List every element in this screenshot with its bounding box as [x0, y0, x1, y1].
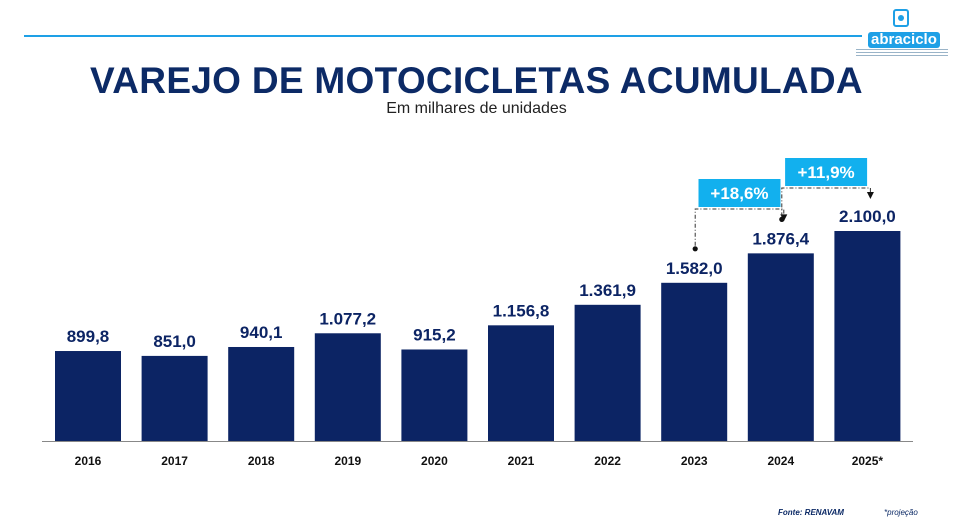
x-tick-label-2025*: 2025*	[852, 454, 884, 468]
growth-badge-label: +18,6%	[710, 184, 768, 203]
annotation-arrowhead	[866, 192, 874, 199]
logo-motorcycle-icon	[893, 9, 909, 27]
data-label-2020: 915,2	[413, 325, 456, 344]
projection-note: *projeção	[884, 508, 918, 517]
data-label-2018: 940,1	[240, 323, 283, 342]
bar-2021	[488, 325, 554, 441]
bar-2022	[574, 304, 641, 441]
bar-2024	[747, 253, 814, 441]
logo-tagline	[856, 49, 948, 59]
annotation-start-dot	[779, 216, 785, 222]
x-tick-label-2020: 2020	[421, 454, 448, 468]
growth-badge	[785, 158, 868, 186]
x-tick-label-2016: 2016	[75, 454, 102, 468]
logo-wordmark: abraciclo	[868, 32, 940, 48]
data-label-2021: 1.156,8	[493, 301, 550, 320]
header-divider	[24, 35, 862, 37]
data-label-2025*: 2.100,0	[839, 207, 896, 226]
annotation-connector	[694, 208, 785, 246]
x-tick-label-2022: 2022	[594, 454, 621, 468]
growth-badge-label: +11,9%	[797, 163, 854, 182]
bar-2025*	[834, 231, 901, 441]
chart-title: VAREJO DE MOTOCICLETAS ACUMULADA	[90, 60, 863, 101]
chart-subtitle: Em milhares de unidades	[386, 100, 567, 117]
data-label-2023: 1.582,0	[666, 259, 723, 278]
data-label-2016: 899,8	[67, 327, 110, 346]
x-tick-label-2017: 2017	[161, 454, 188, 468]
abraciclo-logo: abraciclo	[856, 8, 948, 58]
bar-2016	[55, 351, 121, 441]
growth-badge	[698, 179, 781, 207]
data-label-2022: 1.361,9	[579, 281, 636, 300]
data-label-2019: 1.077,2	[319, 309, 376, 328]
bar-2018	[228, 346, 295, 441]
x-tick-label-2023: 2023	[681, 454, 708, 468]
x-tick-label-2019: 2019	[334, 454, 361, 468]
annotation-connector	[781, 187, 871, 217]
bar-2017	[141, 355, 208, 441]
x-tick-label-2024: 2024	[767, 454, 794, 468]
data-label-2024: 1.876,4	[752, 229, 809, 248]
bar-2019	[314, 333, 381, 441]
bar-2020	[401, 349, 468, 441]
source-note: Fonte: RENAVAM	[778, 508, 844, 517]
x-tick-label-2021: 2021	[508, 454, 535, 468]
x-tick-label-2018: 2018	[248, 454, 275, 468]
bar-2023	[661, 282, 728, 441]
data-label-2017: 851,0	[153, 332, 196, 351]
annotation-start-dot	[692, 246, 698, 252]
